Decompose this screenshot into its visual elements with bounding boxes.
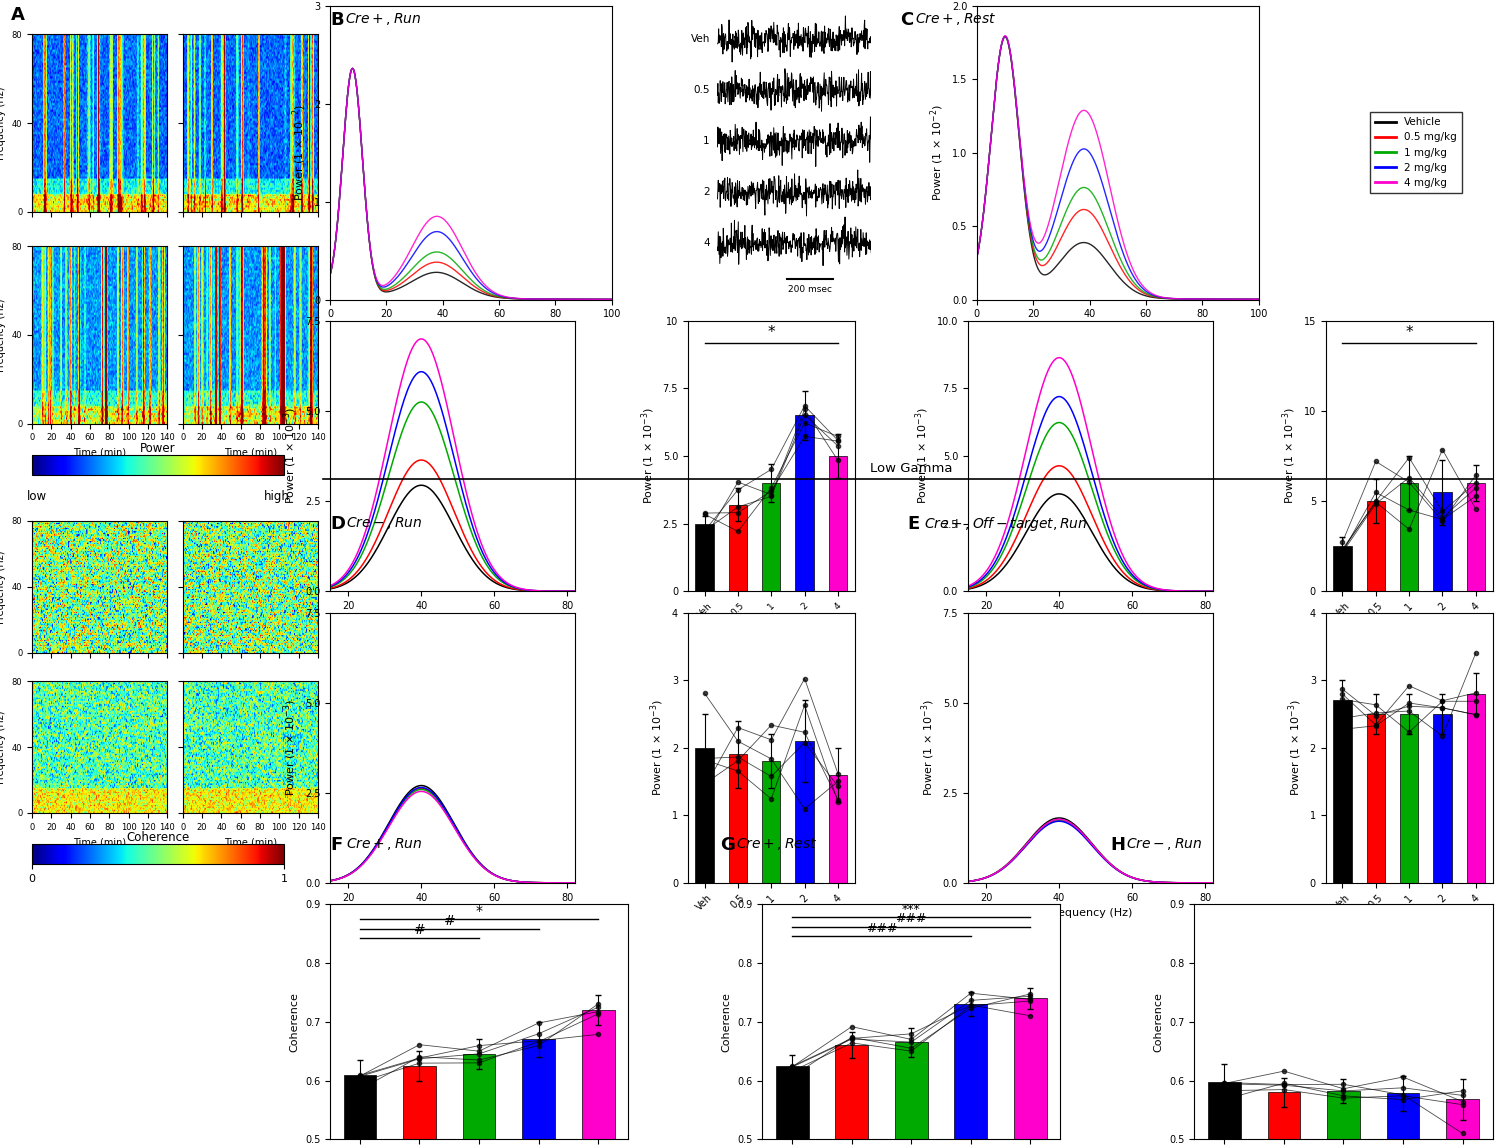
- Text: $Cre+, Run$: $Cre+, Run$: [346, 836, 423, 852]
- Bar: [1334, 701, 1352, 883]
- X-axis label: Frequency (Hz): Frequency (Hz): [429, 325, 513, 334]
- Text: $Cre+, Run$: $Cre+, Run$: [345, 11, 422, 27]
- Title: Coherence: Coherence: [126, 831, 190, 844]
- Text: E: E: [908, 515, 920, 534]
- Bar: [729, 755, 747, 883]
- Y-axis label: Power (1 × 10$^{-3}$): Power (1 × 10$^{-3}$): [282, 700, 298, 796]
- Text: $Cre+, Off-target, Run$: $Cre+, Off-target, Run$: [924, 515, 1088, 534]
- X-axis label: Frequency (Hz): Frequency (Hz): [1048, 616, 1132, 626]
- X-axis label: Time (min): Time (min): [224, 837, 278, 847]
- X-axis label: Time (min): Time (min): [74, 448, 126, 458]
- Y-axis label: Coherence: Coherence: [1154, 992, 1164, 1052]
- Text: #: #: [444, 914, 454, 927]
- Bar: [1208, 1082, 1240, 1145]
- Text: G: G: [720, 836, 735, 854]
- Bar: [1014, 998, 1047, 1145]
- Bar: [344, 1075, 376, 1145]
- X-axis label: Frequency (Hz): Frequency (Hz): [1048, 908, 1132, 918]
- Legend: Vehicle, 0.5 mg/kg, 1 mg/kg, 2 mg/kg, 4 mg/kg: Vehicle, 0.5 mg/kg, 1 mg/kg, 2 mg/kg, 4 …: [1370, 112, 1462, 194]
- Text: #: #: [414, 923, 426, 938]
- Bar: [696, 748, 714, 883]
- Bar: [954, 1004, 987, 1145]
- Bar: [795, 741, 814, 883]
- Bar: [762, 483, 780, 591]
- Text: 0.5: 0.5: [693, 85, 709, 95]
- Bar: [1386, 1093, 1419, 1145]
- Y-axis label: Power (1 × 10$^{-3}$): Power (1 × 10$^{-3}$): [914, 408, 932, 505]
- Text: 1: 1: [704, 136, 710, 147]
- Text: Low Gamma: Low Gamma: [870, 463, 952, 475]
- Text: A: A: [10, 6, 24, 24]
- Y-axis label: Frequency (Hz): Frequency (Hz): [0, 550, 6, 624]
- Y-axis label: Power (1 × 10$^{-3}$): Power (1 × 10$^{-3}$): [282, 408, 298, 505]
- Text: H: H: [1110, 836, 1125, 854]
- Text: D: D: [330, 515, 345, 534]
- Bar: [1434, 492, 1452, 591]
- Y-axis label: Frequency (Hz): Frequency (Hz): [0, 710, 6, 784]
- Bar: [896, 1042, 927, 1145]
- Y-axis label: Power (1 × 10$^{-3}$): Power (1 × 10$^{-3}$): [1281, 408, 1298, 505]
- Y-axis label: Power (1 × 10$^{-3}$): Power (1 × 10$^{-3}$): [648, 700, 666, 796]
- Text: $Cre-, Run$: $Cre-, Run$: [346, 515, 423, 531]
- Bar: [1446, 1099, 1479, 1145]
- Bar: [1334, 546, 1352, 591]
- Text: $Cre+, Rest$: $Cre+, Rest$: [736, 836, 818, 852]
- Text: ***: ***: [902, 903, 921, 916]
- Bar: [836, 1045, 868, 1145]
- Bar: [582, 1010, 615, 1145]
- Text: ###: ###: [896, 913, 927, 925]
- Bar: [1328, 1091, 1360, 1145]
- Y-axis label: Power (1 × 10$^{-2}$): Power (1 × 10$^{-2}$): [928, 104, 946, 202]
- X-axis label: Frequency (Hz): Frequency (Hz): [410, 616, 495, 626]
- Bar: [1268, 1092, 1300, 1145]
- Text: Veh: Veh: [690, 34, 709, 44]
- Text: B: B: [330, 11, 344, 30]
- Y-axis label: Coherence: Coherence: [722, 992, 732, 1052]
- Bar: [1400, 483, 1419, 591]
- X-axis label: Time (min): Time (min): [74, 837, 126, 847]
- Bar: [1366, 714, 1384, 883]
- Y-axis label: Power (1 × 10$^{-3}$): Power (1 × 10$^{-3}$): [1287, 700, 1304, 796]
- Bar: [795, 416, 814, 591]
- Y-axis label: Coherence: Coherence: [290, 992, 300, 1052]
- Bar: [830, 775, 848, 883]
- Bar: [696, 523, 714, 591]
- Text: *: *: [768, 325, 776, 340]
- X-axis label: Time (min): Time (min): [224, 448, 278, 458]
- Text: C: C: [900, 11, 914, 30]
- Text: $Cre-, Run$: $Cre-, Run$: [1126, 836, 1203, 852]
- Text: $Cre+, Rest$: $Cre+, Rest$: [915, 11, 996, 27]
- Bar: [762, 761, 780, 883]
- Bar: [1400, 714, 1419, 883]
- Bar: [830, 456, 848, 591]
- X-axis label: Frequency (Hz): Frequency (Hz): [1076, 325, 1160, 334]
- Text: high: high: [264, 490, 290, 503]
- Bar: [1434, 714, 1452, 883]
- Text: 2: 2: [704, 188, 710, 197]
- Text: F: F: [330, 836, 342, 854]
- Text: *: *: [1406, 325, 1413, 340]
- Text: 4: 4: [704, 238, 710, 248]
- X-axis label: Frequency (Hz): Frequency (Hz): [410, 908, 495, 918]
- Text: ###: ###: [865, 922, 897, 934]
- Y-axis label: Power (1 × 10$^{-2}$): Power (1 × 10$^{-2}$): [291, 104, 309, 202]
- Bar: [1366, 502, 1384, 591]
- Title: Power: Power: [141, 442, 176, 455]
- Bar: [729, 505, 747, 591]
- Y-axis label: Power (1 × 10$^{-3}$): Power (1 × 10$^{-3}$): [639, 408, 657, 505]
- Bar: [1467, 694, 1485, 883]
- Text: *: *: [476, 903, 483, 918]
- Bar: [1467, 483, 1485, 591]
- Bar: [404, 1066, 436, 1145]
- Y-axis label: Power (1 × 10$^{-3}$): Power (1 × 10$^{-3}$): [920, 700, 938, 796]
- Text: 200 msec: 200 msec: [788, 285, 831, 294]
- Text: low: low: [27, 490, 46, 503]
- Bar: [462, 1055, 495, 1145]
- Bar: [522, 1040, 555, 1145]
- Y-axis label: Frequency (Hz): Frequency (Hz): [0, 298, 6, 372]
- Bar: [776, 1066, 808, 1145]
- Y-axis label: Frequency (Hz): Frequency (Hz): [0, 86, 6, 160]
